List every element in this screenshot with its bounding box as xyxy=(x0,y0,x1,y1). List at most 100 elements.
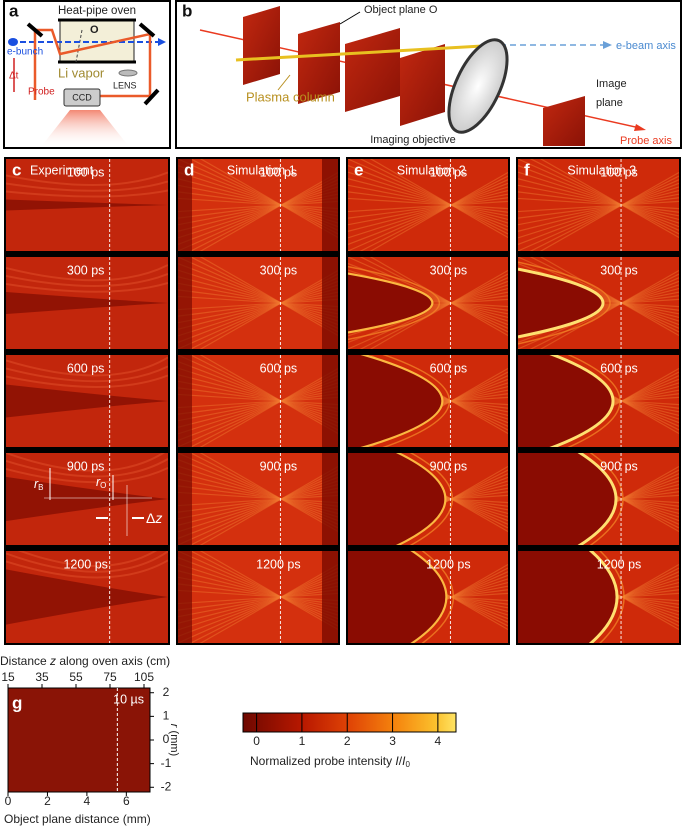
top-axis-label: Distance z along oven axis (cm) xyxy=(0,654,170,668)
cavity xyxy=(518,453,616,545)
fringe xyxy=(178,563,338,616)
fringe xyxy=(518,191,679,213)
fringe xyxy=(178,576,338,609)
ebeam-axis-label: e-beam axis xyxy=(616,40,676,52)
time-label: 1200 ps xyxy=(63,557,107,571)
annotations: rB rO Δz xyxy=(34,468,162,536)
column-title: Simulation 1 xyxy=(227,163,296,177)
fringe xyxy=(518,182,679,245)
fringe xyxy=(178,200,338,213)
objective-label: Imaging objective xyxy=(370,134,456,146)
pointer xyxy=(277,74,291,91)
x-tick-label: 2 xyxy=(44,794,51,808)
label-part: z xyxy=(49,654,56,668)
column-title: Simulation 3 xyxy=(567,163,636,177)
image-cell xyxy=(348,159,508,251)
fringe xyxy=(178,557,338,620)
dark-band xyxy=(6,384,168,418)
mirror xyxy=(138,22,156,38)
label-part: I xyxy=(395,754,399,768)
label-part: r xyxy=(168,724,180,729)
fringe xyxy=(348,184,508,217)
fringe xyxy=(6,365,168,383)
panel-label: c xyxy=(12,160,21,179)
panel-label: a xyxy=(9,1,19,20)
edge-shade xyxy=(178,257,192,349)
fringe xyxy=(178,184,338,217)
edge-shade xyxy=(322,453,338,545)
fringe xyxy=(348,200,508,213)
fringe xyxy=(178,355,338,427)
fringe xyxy=(369,171,508,251)
dark-band xyxy=(6,569,168,625)
image-cell xyxy=(348,257,508,349)
fringe xyxy=(178,570,338,613)
y-tick-label: -1 xyxy=(161,756,172,770)
image xyxy=(178,159,338,251)
fringe xyxy=(518,184,679,217)
fringe xyxy=(199,355,338,435)
column-title: Simulation 2 xyxy=(397,163,466,177)
image xyxy=(178,551,338,643)
fringe xyxy=(178,361,338,424)
fringe xyxy=(189,469,338,545)
fringe xyxy=(348,277,508,349)
fringe xyxy=(178,159,338,231)
edge-shade xyxy=(322,257,338,349)
subscript: 0 xyxy=(405,760,410,769)
arrow xyxy=(158,38,166,46)
light-fan xyxy=(40,110,130,148)
cavity xyxy=(348,355,443,447)
colorbar-tick-label: 2 xyxy=(344,734,351,748)
colorbar-bar xyxy=(242,712,457,733)
image-cell xyxy=(348,551,508,643)
top-tick-label: 35 xyxy=(35,670,49,684)
fringe xyxy=(178,480,338,533)
fringe xyxy=(6,273,168,287)
fringe xyxy=(178,375,338,447)
fringe xyxy=(178,551,338,623)
fringe xyxy=(539,171,679,251)
fringe xyxy=(178,483,338,526)
fringe xyxy=(178,485,338,507)
fringe xyxy=(348,178,508,221)
fringe xyxy=(178,178,338,221)
subscript: O xyxy=(100,481,106,490)
y-axis-label: r (mm) xyxy=(168,724,180,756)
label-part: (mm) xyxy=(168,727,180,756)
time-label: 300 ps xyxy=(67,263,105,277)
panel-g: Distance z along oven axis (cm) Object p… xyxy=(0,654,180,826)
top-tick-label: 55 xyxy=(69,670,83,684)
dz-label: Δz xyxy=(146,510,162,526)
delta-t-label: Δt xyxy=(9,71,19,82)
fringe xyxy=(178,197,338,210)
plane xyxy=(345,28,400,112)
fringe xyxy=(178,487,338,520)
fringe xyxy=(348,165,508,228)
fringe xyxy=(518,189,679,232)
image-cell xyxy=(178,159,338,251)
fringe xyxy=(567,355,621,447)
edge-shade xyxy=(178,355,192,447)
image-cell xyxy=(518,453,679,545)
fringe xyxy=(199,551,338,631)
fringe xyxy=(178,581,338,624)
image-plane xyxy=(543,96,585,146)
bright-edge xyxy=(348,272,434,334)
fringe xyxy=(348,193,508,226)
time-label: 100 ps xyxy=(600,165,638,179)
fringe xyxy=(382,355,451,447)
fringe xyxy=(518,197,679,210)
fringe xyxy=(178,378,338,441)
fringe xyxy=(518,197,679,219)
fringe xyxy=(178,589,338,611)
bright-edge xyxy=(395,453,447,545)
fringe xyxy=(178,284,338,337)
colorbar-tick-label: 0 xyxy=(253,734,260,748)
fringe xyxy=(348,179,508,251)
fringe xyxy=(178,282,338,315)
fringe xyxy=(359,159,508,235)
fringe xyxy=(189,551,338,627)
image-cell xyxy=(6,453,168,545)
